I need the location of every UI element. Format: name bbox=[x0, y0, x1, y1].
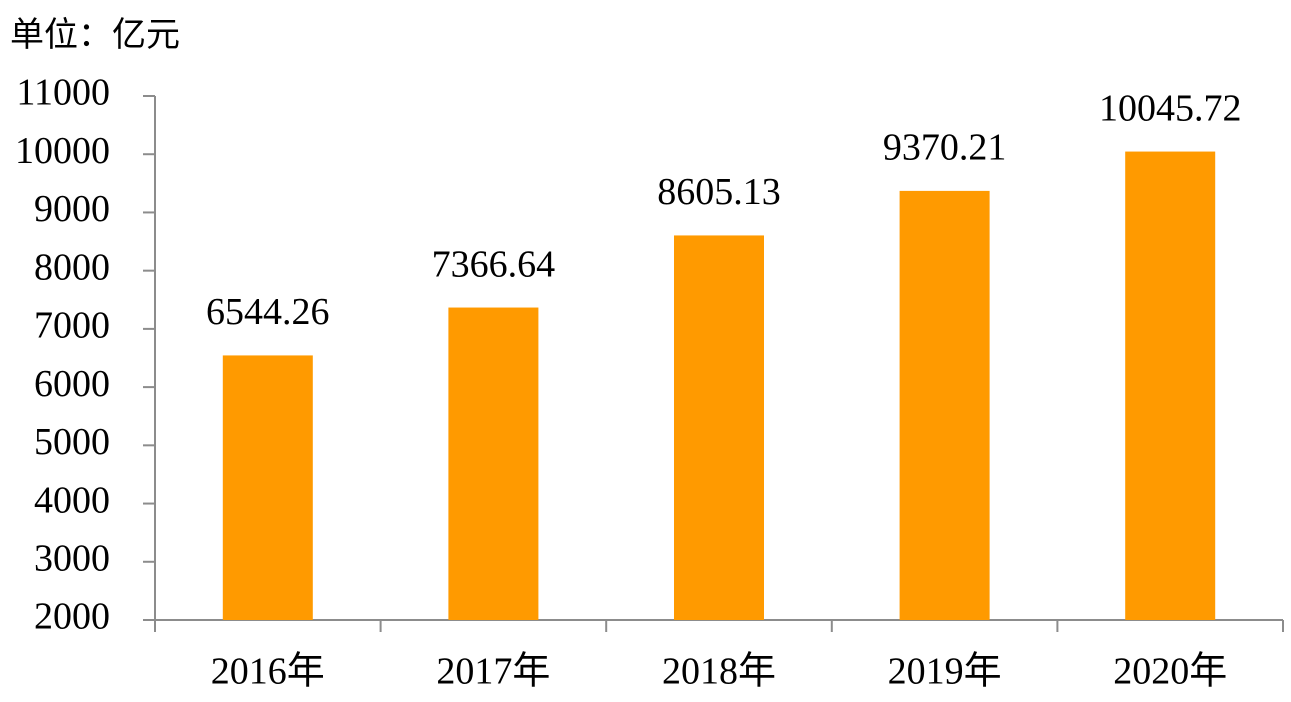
bar bbox=[674, 235, 764, 621]
x-tick-label: 2017年 bbox=[436, 651, 550, 693]
bar bbox=[899, 190, 990, 620]
y-tick-label: 9000 bbox=[34, 188, 110, 230]
data-label: 7366.64 bbox=[432, 243, 556, 285]
data-label: 9370.21 bbox=[883, 127, 1007, 169]
data-label: 10045.72 bbox=[1099, 87, 1242, 129]
y-tick-label: 3000 bbox=[34, 537, 110, 579]
y-tick-label: 11000 bbox=[16, 72, 110, 114]
bar bbox=[448, 307, 539, 620]
y-tick-label: 10000 bbox=[15, 130, 110, 172]
y-tick-label: 6000 bbox=[34, 363, 110, 405]
x-tick-label: 2019年 bbox=[888, 651, 1002, 693]
bar bbox=[222, 355, 313, 620]
data-label: 6544.26 bbox=[206, 291, 330, 333]
x-tick-label: 2016年 bbox=[211, 651, 325, 693]
y-tick-label: 5000 bbox=[34, 421, 110, 463]
data-label: 8605.13 bbox=[657, 171, 781, 213]
x-tick-label: 2020年 bbox=[1113, 651, 1227, 693]
y-tick-label: 8000 bbox=[34, 246, 110, 288]
y-tick-label: 7000 bbox=[34, 305, 110, 347]
y-tick-label: 2000 bbox=[34, 596, 110, 638]
x-tick-label: 2018年 bbox=[662, 651, 776, 693]
y-tick-label: 4000 bbox=[34, 479, 110, 521]
unit-label: 单位：亿元 bbox=[10, 16, 180, 54]
bar bbox=[1125, 151, 1216, 620]
